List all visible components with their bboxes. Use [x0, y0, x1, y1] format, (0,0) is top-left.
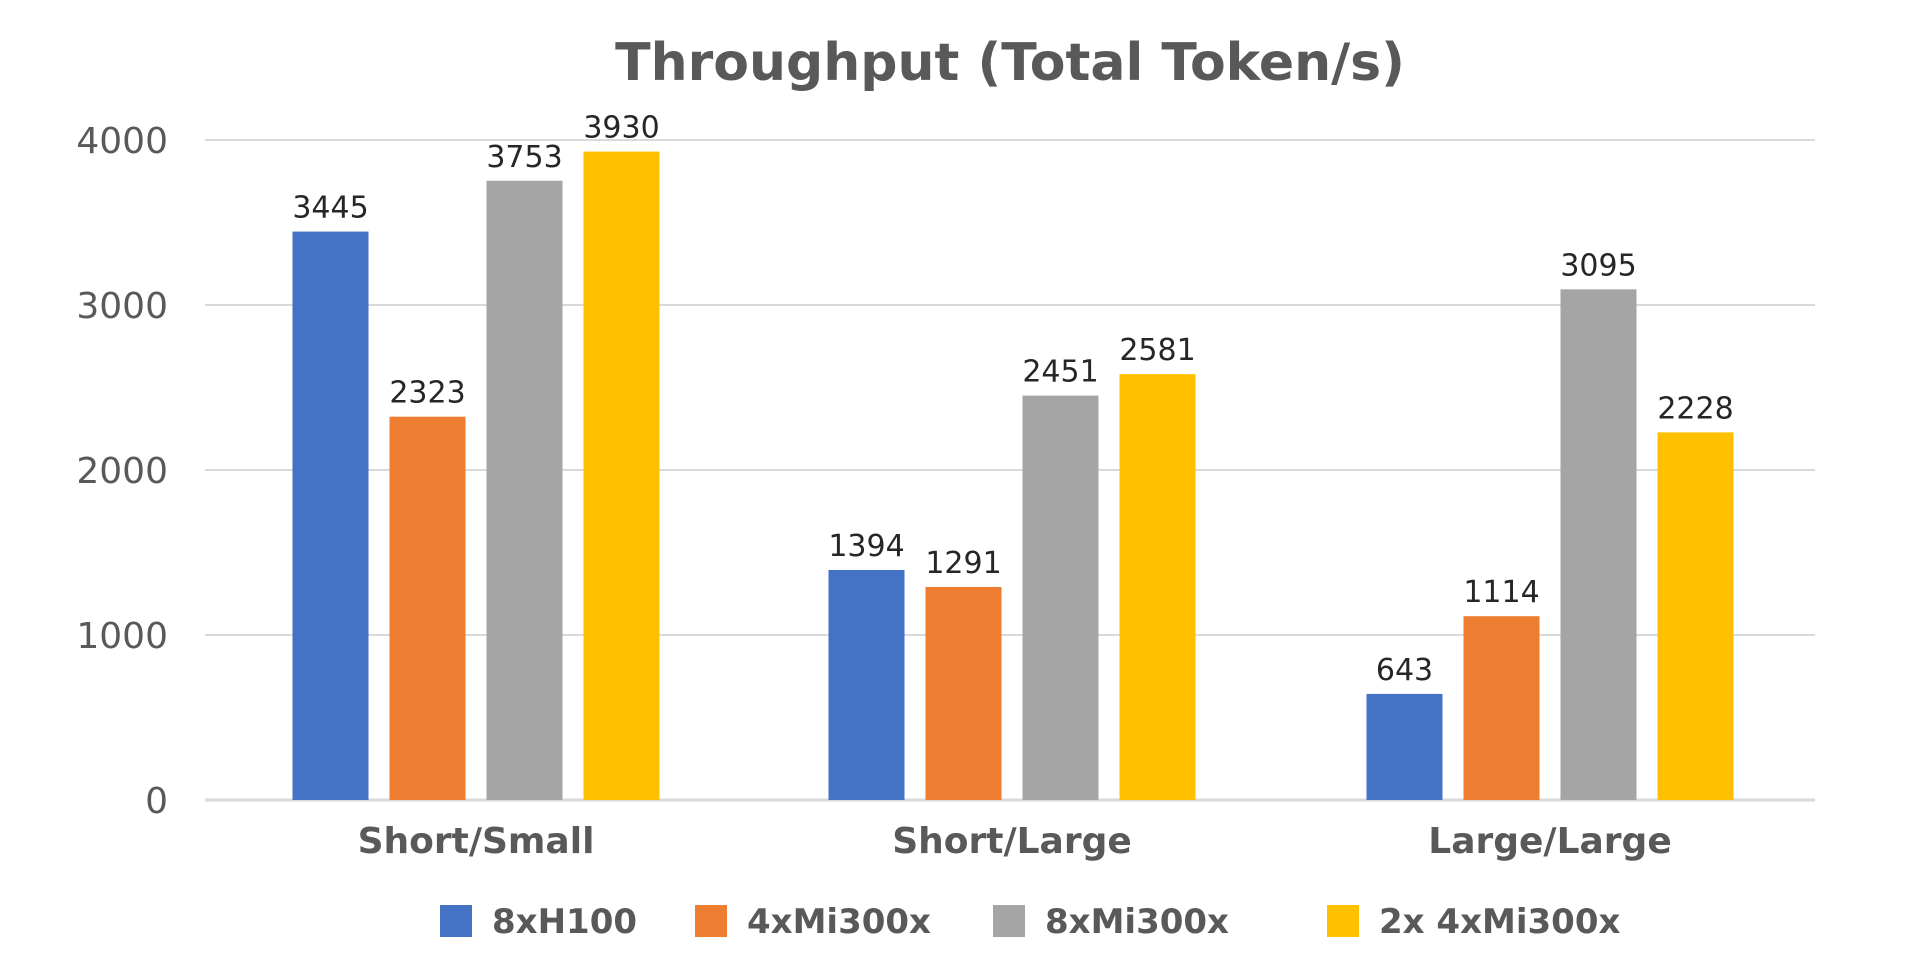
y-tick-label: 3000 [76, 286, 168, 327]
legend-label: 8xMi300x [1045, 902, 1229, 942]
gridlines [205, 139, 1815, 802]
bar-8xmi300x-large-large [1560, 289, 1637, 800]
bar-2x-4xmi300x-large-large [1657, 432, 1734, 800]
category-label: Short/Small [358, 821, 595, 862]
legend-label: 8xH100 [492, 902, 637, 942]
data-label: 1114 [1463, 575, 1539, 610]
y-tick-label: 1000 [76, 616, 168, 657]
bars [292, 151, 1734, 801]
y-axis-ticks: 0 1000 2000 3000 4000 [76, 121, 168, 822]
data-label: 2581 [1119, 333, 1195, 368]
bar-8xh100-short-small [292, 231, 369, 800]
legend-swatch [993, 905, 1025, 937]
legend: 8xH100 4xMi300x 8xMi300x 2x 4xMi300x [440, 902, 1620, 942]
legend-swatch [440, 905, 472, 937]
data-label: 3445 [292, 191, 368, 226]
y-tick-label: 4000 [76, 121, 168, 162]
legend-label: 2x 4xMi300x [1379, 902, 1620, 942]
bar-4xmi300x-large-large [1463, 616, 1540, 800]
chart-title: Throughput (Total Token/s) [615, 33, 1405, 93]
legend-swatch [1327, 905, 1359, 937]
legend-swatch [695, 905, 727, 937]
bar-8xmi300x-short-small [486, 180, 563, 800]
y-tick-label: 2000 [76, 451, 168, 492]
data-label: 2323 [389, 376, 465, 411]
bar-8xh100-short-large [828, 569, 905, 800]
data-label: 643 [1376, 653, 1433, 688]
data-label: 2228 [1657, 391, 1733, 426]
bar-4xmi300x-short-large [925, 586, 1002, 800]
data-labels: 3445 2323 3753 3930 1394 1291 2451 2581 643 1114 3… [292, 111, 1733, 688]
data-label: 2451 [1022, 355, 1098, 390]
bar-8xh100-large-large [1366, 693, 1443, 800]
bar-8xmi300x-short-large [1022, 395, 1099, 800]
bar-4xmi300x-short-small [389, 416, 466, 800]
x-axis-categories: Short/Small Short/Large Large/Large [358, 821, 1672, 862]
category-label: Short/Large [892, 821, 1132, 862]
data-label: 1291 [925, 546, 1001, 581]
category-label: Large/Large [1428, 821, 1672, 862]
bar-2x-4xmi300x-short-small [583, 151, 660, 801]
data-label: 3095 [1560, 248, 1636, 283]
legend-label: 4xMi300x [747, 902, 931, 942]
data-label: 3930 [583, 111, 659, 146]
data-label: 1394 [828, 529, 904, 564]
bar-2x-4xmi300x-short-large [1119, 374, 1196, 800]
data-label: 3753 [486, 140, 562, 175]
y-tick-label: 0 [145, 781, 168, 822]
